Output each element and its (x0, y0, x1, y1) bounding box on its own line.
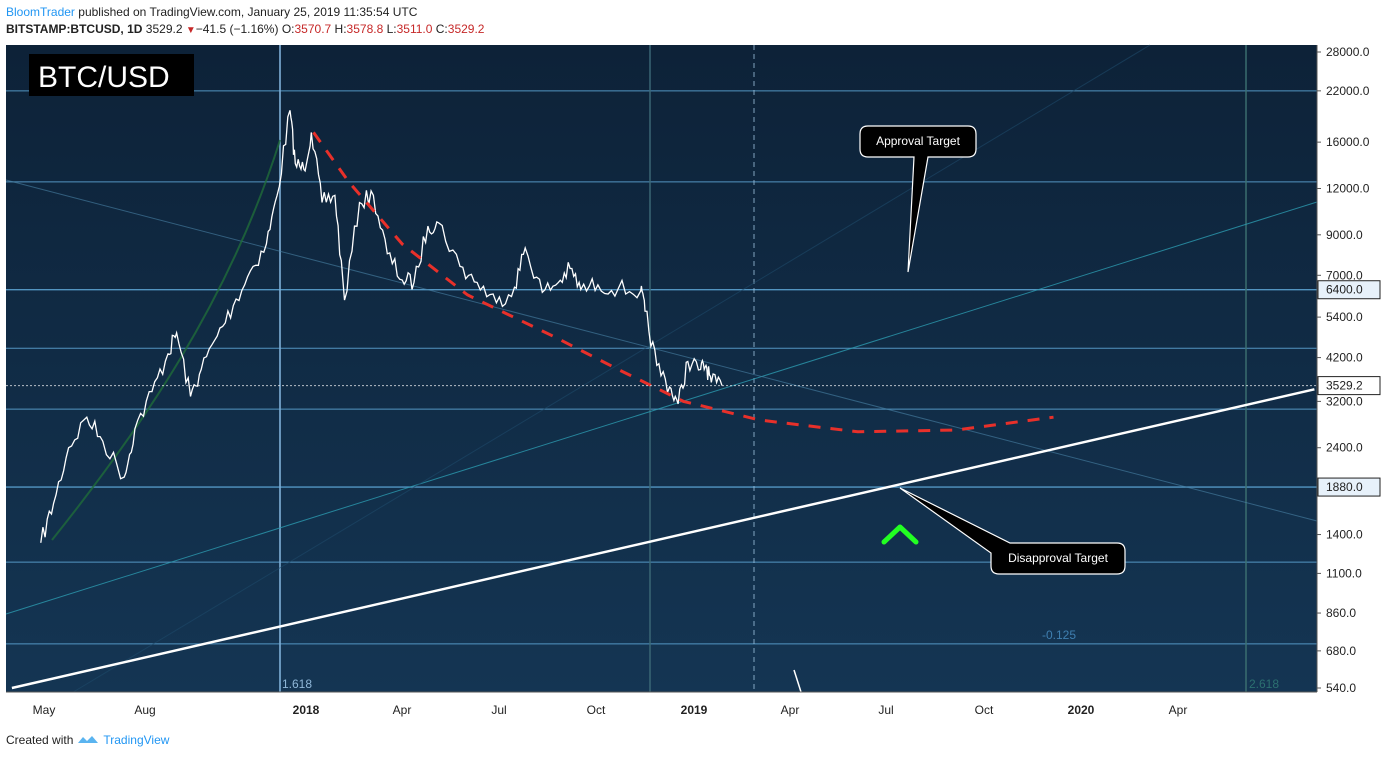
high-value: 3578.8 (346, 22, 384, 36)
published-text: published on TradingView.com, January 25… (78, 5, 418, 19)
y-tick-label: 28000.0 (1326, 45, 1370, 59)
fib-label-2618: 2.618 (1249, 677, 1279, 691)
high-label: H: (334, 22, 347, 36)
low-label: L: (386, 22, 397, 36)
fib-label-1618: 1.618 (282, 677, 312, 691)
y-tick-label: 3200.0 (1326, 394, 1363, 408)
approval-target-label: Approval Target (876, 134, 960, 148)
plot-background (6, 45, 1317, 692)
approval-callout[interactable]: Approval Target (859, 125, 977, 273)
fan-line (5, 179, 1318, 522)
y-tick-label: 5400.0 (1326, 310, 1363, 324)
x-tick-label: May (33, 703, 56, 717)
y-tick-label: 22000.0 (1326, 84, 1370, 98)
created-with-text: Created with (6, 733, 74, 747)
y-tick-label: 12000.0 (1326, 181, 1370, 195)
change-value: −41.5 (−1.16%) (195, 22, 279, 36)
y-tick-label: 6400.0 (1326, 283, 1363, 297)
support-trendline (11, 388, 1315, 690)
symbol-label: BITSTAMP:BTCUSD, 1D (6, 22, 143, 36)
fib-label-neg0125: -0.125 (1042, 628, 1076, 642)
tradingview-logo-icon (78, 736, 99, 743)
y-tick-label: 7000.0 (1326, 268, 1363, 282)
x-tick-label: Oct (587, 703, 606, 717)
x-tick-label: Aug (134, 703, 155, 717)
footer: Created with TradingView (6, 733, 169, 747)
symbol-line: BITSTAMP:BTCUSD, 1D 3529.2 ▼−41.5 (−1.16… (6, 21, 484, 39)
y-tick-label: 4200.0 (1326, 351, 1363, 365)
annotation-pointer (793, 669, 802, 693)
y-tick-label: 3529.2 (1326, 379, 1363, 393)
y-tick-label: 2400.0 (1326, 441, 1363, 455)
author-link[interactable]: BloomTrader (6, 5, 75, 19)
y-tick-label: 1400.0 (1326, 528, 1363, 542)
x-tick-label: Jul (878, 703, 893, 717)
y-tick-label: 9000.0 (1326, 228, 1363, 242)
last-price: 3529.2 (145, 22, 183, 36)
disapproval-callout[interactable]: Disapproval Target (899, 487, 1126, 575)
y-tick-label: 540.0 (1326, 681, 1356, 695)
close-label: C: (435, 22, 448, 36)
projection-curve (312, 131, 1054, 434)
price-label-box (1317, 376, 1381, 396)
title-box (29, 54, 194, 96)
tradingview-link[interactable]: TradingView (103, 733, 170, 747)
up-arrow-icon (881, 524, 919, 545)
growth-curve (51, 139, 281, 541)
price-series-line (40, 110, 723, 543)
y-tick-label: 16000.0 (1326, 135, 1370, 149)
chart-title: BTC/USD (38, 61, 170, 94)
x-tick-label: 2020 (1068, 703, 1095, 717)
down-triangle-icon: ▼ (185, 25, 196, 36)
open-label: O: (281, 22, 295, 36)
x-tick-label: Oct (975, 703, 994, 717)
publish-header: BloomTrader published on TradingView.com… (6, 4, 484, 39)
y-tick-label: 860.0 (1326, 606, 1356, 620)
price-label-box (1317, 477, 1381, 497)
price-axis[interactable]: 540.0 680.0 860.0 1100.0 1400.0 1880.0 2400.0 3… (1316, 45, 1389, 695)
fan-line (5, 201, 1318, 615)
time-axis[interactable]: May Aug 2018 Apr Jul Oct 2019 Apr Jul Oct 2020 Apr (6, 691, 1317, 720)
disapproval-target-label: Disapproval Target (1008, 551, 1108, 565)
open-value: 3570.7 (294, 22, 332, 36)
x-tick-label: 2019 (681, 703, 708, 717)
close-value: 3529.2 (447, 22, 485, 36)
price-label-box (1317, 280, 1381, 300)
y-tick-label: 1880.0 (1326, 480, 1363, 494)
x-tick-label: Apr (393, 703, 412, 717)
y-tick-label: 1100.0 (1326, 566, 1362, 580)
x-tick-label: Jul (491, 703, 506, 717)
low-value: 3511.0 (396, 22, 433, 36)
x-tick-label: Apr (1169, 703, 1188, 717)
x-tick-label: Apr (781, 703, 800, 717)
y-tick-label: 680.0 (1326, 644, 1356, 658)
publish-line: BloomTrader published on TradingView.com… (6, 4, 484, 21)
x-tick-label: 2018 (293, 703, 320, 717)
